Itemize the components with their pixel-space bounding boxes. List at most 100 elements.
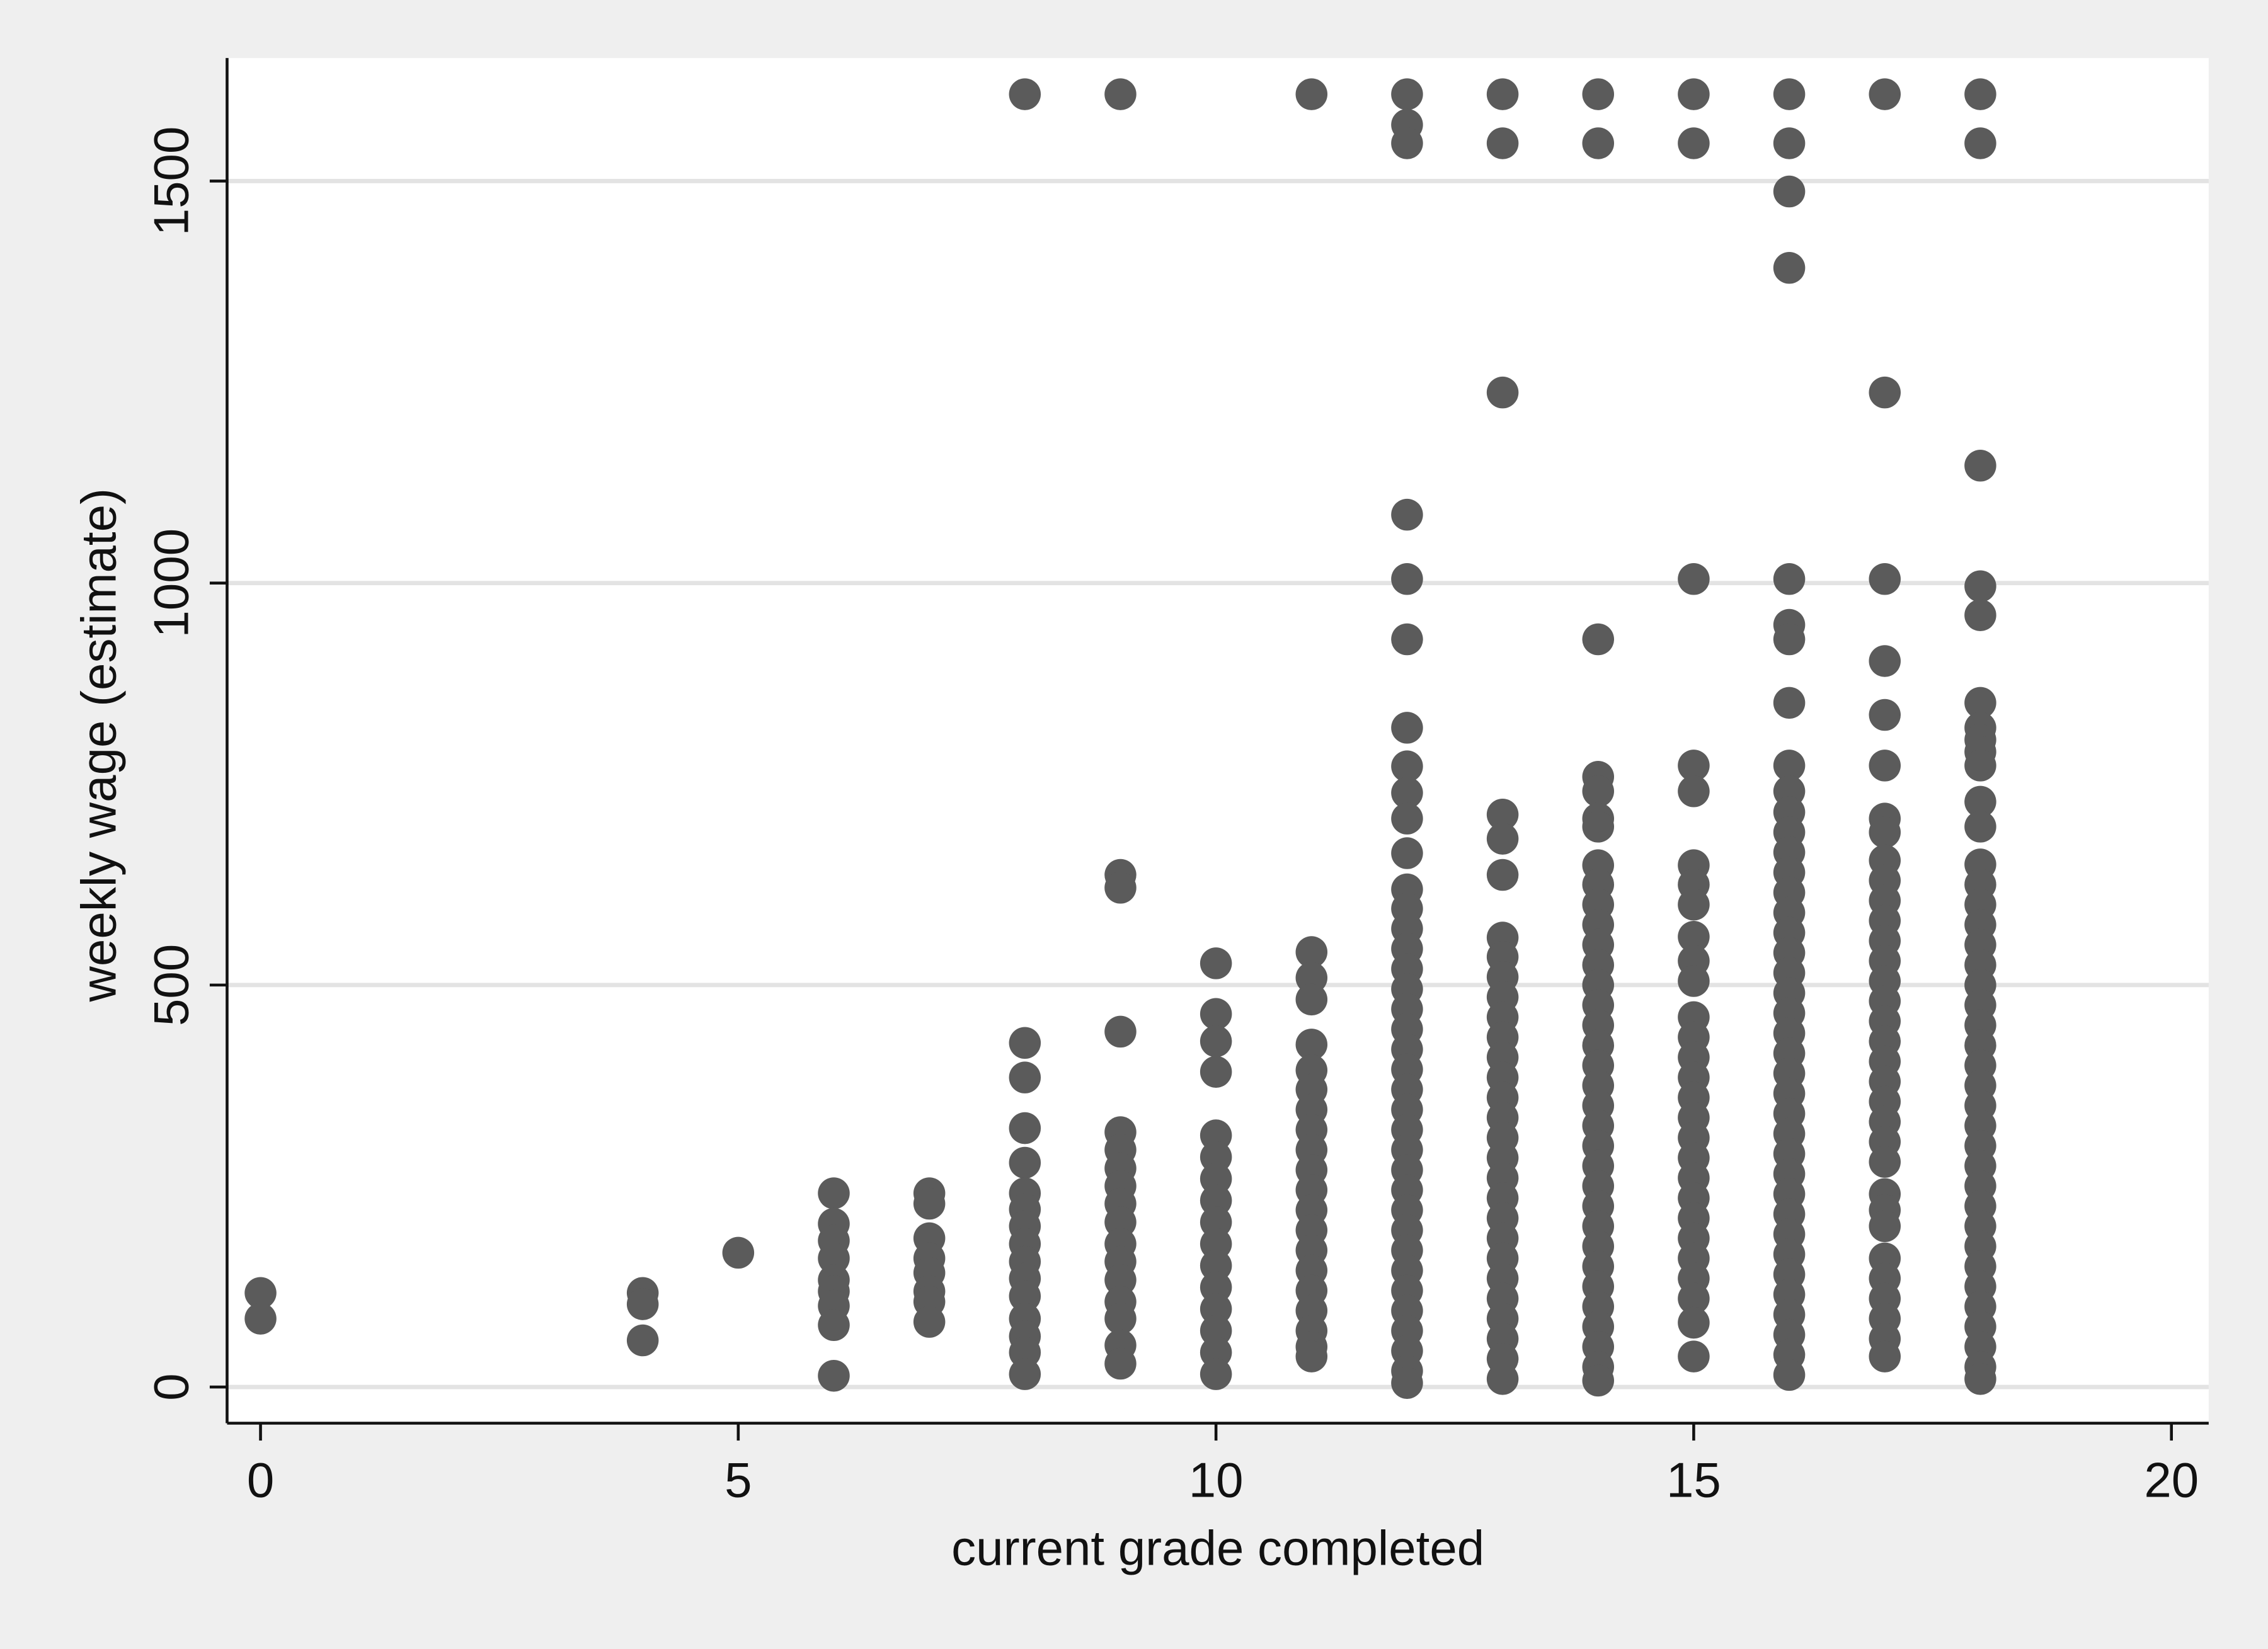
point	[1773, 1359, 1806, 1391]
point	[1773, 563, 1806, 595]
point	[1391, 563, 1423, 595]
point	[1582, 623, 1615, 656]
point	[1391, 498, 1423, 531]
point	[1391, 750, 1423, 782]
point	[244, 1303, 277, 1335]
x-tick-label: 5	[724, 1452, 752, 1508]
point	[1486, 823, 1519, 855]
point	[818, 1177, 850, 1209]
point	[1773, 750, 1806, 782]
x-axis-title: current grade completed	[951, 1521, 1484, 1576]
point	[1678, 1340, 1710, 1372]
point	[1009, 1112, 1041, 1144]
point	[1582, 1364, 1615, 1397]
point	[1391, 127, 1423, 159]
point	[1582, 811, 1615, 843]
point	[1391, 802, 1423, 835]
point	[626, 1288, 659, 1320]
point	[1391, 78, 1423, 110]
point	[1678, 1282, 1710, 1315]
point	[1391, 712, 1423, 744]
point	[1391, 777, 1423, 809]
point	[722, 1236, 755, 1269]
x-tick-label: 20	[2144, 1452, 2199, 1508]
point	[1104, 78, 1137, 110]
point	[1964, 127, 1996, 159]
point	[1773, 623, 1806, 656]
point	[1869, 750, 1901, 782]
y-tick-label: 1500	[143, 127, 198, 236]
point	[1773, 252, 1806, 284]
point	[1391, 1367, 1423, 1399]
point	[1678, 965, 1710, 997]
point	[1200, 1358, 1232, 1390]
point	[1773, 175, 1806, 208]
point	[1486, 376, 1519, 409]
point	[1964, 1363, 1996, 1395]
point	[1009, 78, 1041, 110]
point	[1678, 888, 1710, 921]
point	[1582, 78, 1615, 110]
point	[1869, 1146, 1901, 1178]
point	[1582, 775, 1615, 807]
point	[1869, 645, 1901, 677]
point	[244, 1277, 277, 1309]
point	[1678, 1306, 1710, 1339]
point	[1486, 1363, 1519, 1395]
point	[1869, 816, 1901, 848]
y-axis-title: weekly wage (estimate)	[71, 488, 127, 1002]
point	[1964, 599, 1996, 631]
point	[1964, 811, 1996, 843]
point	[1295, 936, 1328, 968]
point	[1869, 376, 1901, 409]
point	[1678, 78, 1710, 110]
point	[818, 1359, 850, 1392]
point	[1964, 450, 1996, 482]
point	[913, 1187, 946, 1220]
point	[1869, 699, 1901, 731]
point	[1964, 78, 1996, 110]
point	[818, 1309, 850, 1342]
point	[1486, 127, 1519, 159]
point	[1009, 1061, 1041, 1093]
point	[1486, 859, 1519, 891]
point	[913, 1306, 946, 1338]
point	[1773, 687, 1806, 719]
point	[1200, 947, 1232, 979]
point	[1678, 775, 1710, 807]
point	[1009, 1358, 1041, 1390]
x-tick-label: 15	[1666, 1452, 1721, 1508]
point	[1678, 750, 1710, 782]
point	[1295, 1340, 1328, 1372]
point	[1295, 1029, 1328, 1061]
x-tick-label: 0	[247, 1452, 274, 1508]
point	[1486, 799, 1519, 831]
point	[1773, 78, 1806, 110]
point	[1200, 1025, 1232, 1058]
x-tick-label: 10	[1189, 1452, 1244, 1508]
y-tick-label: 1000	[143, 528, 198, 638]
point	[1104, 1303, 1137, 1335]
point	[1964, 750, 1996, 782]
point	[1104, 872, 1137, 904]
point	[1964, 570, 1996, 603]
point	[1009, 1027, 1041, 1059]
point	[1869, 1340, 1901, 1372]
point	[1391, 623, 1423, 656]
point	[1104, 1015, 1137, 1048]
point	[1773, 127, 1806, 159]
point	[1869, 563, 1901, 595]
point	[1486, 78, 1519, 110]
point	[1104, 1347, 1137, 1380]
point	[1964, 687, 1996, 719]
point	[1869, 1210, 1901, 1243]
y-tick-label: 0	[143, 1373, 198, 1400]
point	[626, 1324, 659, 1357]
point	[1200, 998, 1232, 1030]
point	[1678, 563, 1710, 595]
point	[1582, 127, 1615, 159]
point	[1009, 1280, 1041, 1313]
y-tick-label: 500	[143, 944, 198, 1026]
point	[1295, 78, 1328, 110]
